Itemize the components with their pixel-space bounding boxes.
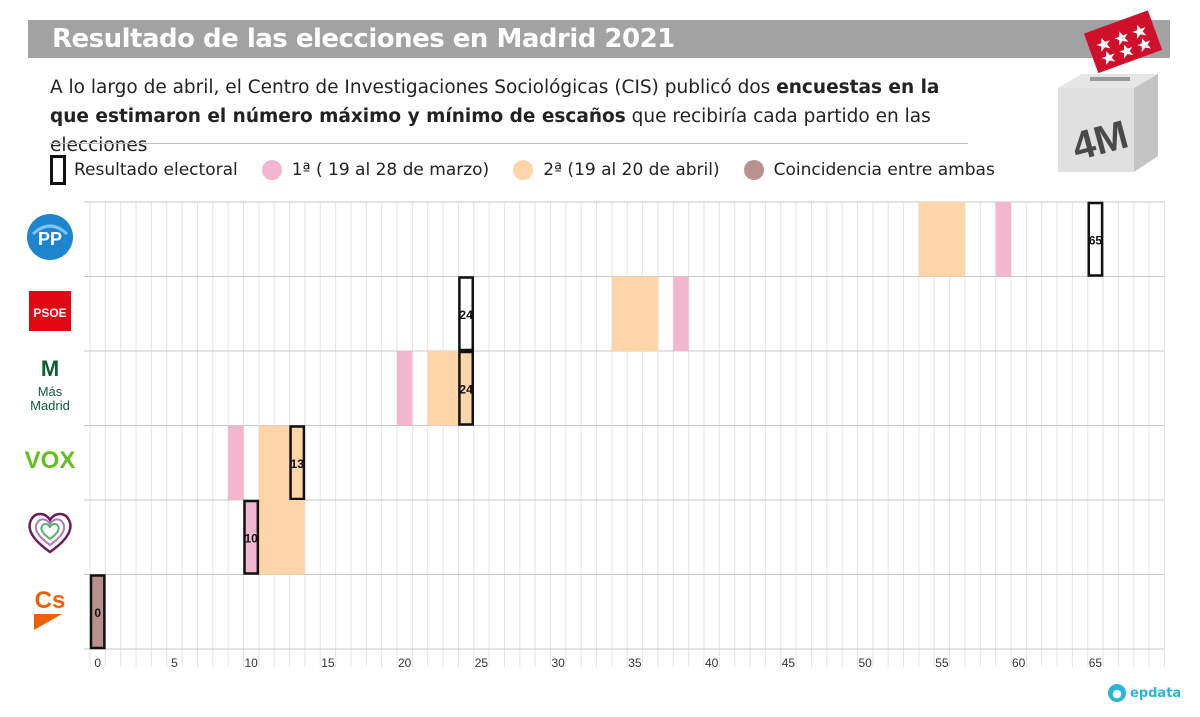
page-title: Resultado de las elecciones en Madrid 20… xyxy=(52,24,675,54)
ballot-box-icon: 4M xyxy=(1058,10,1163,172)
psoe-logo: PSOE xyxy=(18,274,82,348)
podemos-heart-icon xyxy=(28,512,72,554)
title-bar xyxy=(28,20,1170,58)
subtitle-part-3: que recibiría cada partido en las elecci… xyxy=(50,106,931,156)
result-label-vox: 13 xyxy=(291,457,305,471)
legend-result-label: Resultado electoral xyxy=(74,160,238,180)
vox-icon: VOX xyxy=(25,447,76,474)
ballot-box-badge: 4M xyxy=(1050,10,1175,182)
subtitle: A lo largo de abril, el Centro de Invest… xyxy=(50,73,960,160)
survey2-range-mas_madrid xyxy=(427,351,474,426)
survey2-range-podemos xyxy=(258,500,305,575)
survey1-range-podemos xyxy=(243,500,259,575)
podemos-logo xyxy=(18,496,82,570)
x-tick-label: 25 xyxy=(475,656,489,670)
result-box-vox xyxy=(289,425,306,501)
svg-text:VOX: VOX xyxy=(25,447,76,474)
survey1-range-vox xyxy=(228,425,244,500)
mas-madrid-icon: M Más Madrid xyxy=(30,356,70,413)
legend-result-swatch xyxy=(50,155,66,185)
psoe-icon: PSOE xyxy=(29,291,71,331)
survey2-range-psoe xyxy=(611,276,658,351)
svg-text:PSOE: PSOE xyxy=(33,306,66,320)
result-box-cs xyxy=(89,574,106,650)
cs-logo: Cs xyxy=(18,570,82,644)
subtitle-part-2: encuestas en la que estimaron el número … xyxy=(50,77,940,127)
overlap-range-cs xyxy=(90,574,106,649)
madrid-flag-icon xyxy=(1083,10,1163,74)
legend-item-survey1: 1ª ( 19 al 28 de marzo) xyxy=(261,160,490,180)
legend-overlap-label: Coincidencia entre ambas xyxy=(773,160,995,180)
result-label-mas_madrid: 24 xyxy=(459,382,473,396)
survey1-range-mas_madrid xyxy=(397,351,413,426)
svg-text:M: M xyxy=(41,356,59,381)
survey2-range-vox xyxy=(258,425,305,500)
x-tick-label: 5 xyxy=(171,656,178,670)
epdata-icon: ● xyxy=(1108,684,1126,702)
pp-icon: PP xyxy=(27,214,73,260)
result-label-cs: 0 xyxy=(94,606,101,620)
result-label-podemos: 10 xyxy=(244,531,258,545)
legend-survey2-swatch xyxy=(513,160,534,180)
result-box-mas_madrid xyxy=(458,350,474,426)
legend-survey1-swatch xyxy=(261,160,282,180)
legend-item-overlap: Coincidencia entre ambas xyxy=(743,160,995,180)
legend-overlap-swatch xyxy=(743,160,764,180)
x-tick-label: 60 xyxy=(1012,656,1026,670)
x-tick-label: 65 xyxy=(1089,656,1103,670)
cs-icon: Cs xyxy=(34,587,66,630)
result-label-pp: 65 xyxy=(1089,233,1103,247)
survey2-range-pp xyxy=(918,202,965,277)
x-tick-label: 0 xyxy=(94,656,101,670)
x-tick-label: 45 xyxy=(782,656,796,670)
x-tick-label: 10 xyxy=(244,656,258,670)
pp-logo: PP xyxy=(18,200,82,274)
legend-survey1-label: 1ª ( 19 al 28 de marzo) xyxy=(291,160,490,180)
legend-survey2-label: 2ª (19 al 20 de abril) xyxy=(543,160,720,180)
svg-text:PP: PP xyxy=(38,229,62,249)
x-tick-label: 40 xyxy=(705,656,719,670)
result-box-psoe xyxy=(458,276,474,352)
divider xyxy=(50,143,968,144)
x-tick-label: 20 xyxy=(398,656,412,670)
x-tick-label: 15 xyxy=(321,656,335,670)
svg-text:Cs: Cs xyxy=(35,587,66,614)
survey1-range-pp xyxy=(995,202,1011,277)
x-tick-label: 50 xyxy=(858,656,872,670)
svg-text:Más: Más xyxy=(38,384,63,399)
survey1-range-psoe xyxy=(673,276,689,351)
legend-item-survey2: 2ª (19 al 20 de abril) xyxy=(513,160,720,180)
result-box-pp xyxy=(1087,201,1104,277)
result-box-podemos xyxy=(243,499,260,575)
legend: Resultado electoral 1ª ( 19 al 28 de mar… xyxy=(50,150,995,190)
subtitle-part-1: A lo largo de abril, el Centro de Invest… xyxy=(50,77,777,98)
x-tick-label: 30 xyxy=(551,656,565,670)
svg-text:Madrid: Madrid xyxy=(30,398,70,413)
epdata-brand: ● epdata xyxy=(1108,684,1181,702)
legend-item-result: Resultado electoral xyxy=(50,155,238,185)
x-tick-label: 35 xyxy=(628,656,642,670)
mas-madrid-logo: M Más Madrid xyxy=(18,348,82,422)
epdata-label: epdata xyxy=(1130,685,1182,701)
x-tick-label: 55 xyxy=(935,656,949,670)
result-label-psoe: 24 xyxy=(459,308,473,322)
vox-logo: VOX xyxy=(18,422,82,496)
